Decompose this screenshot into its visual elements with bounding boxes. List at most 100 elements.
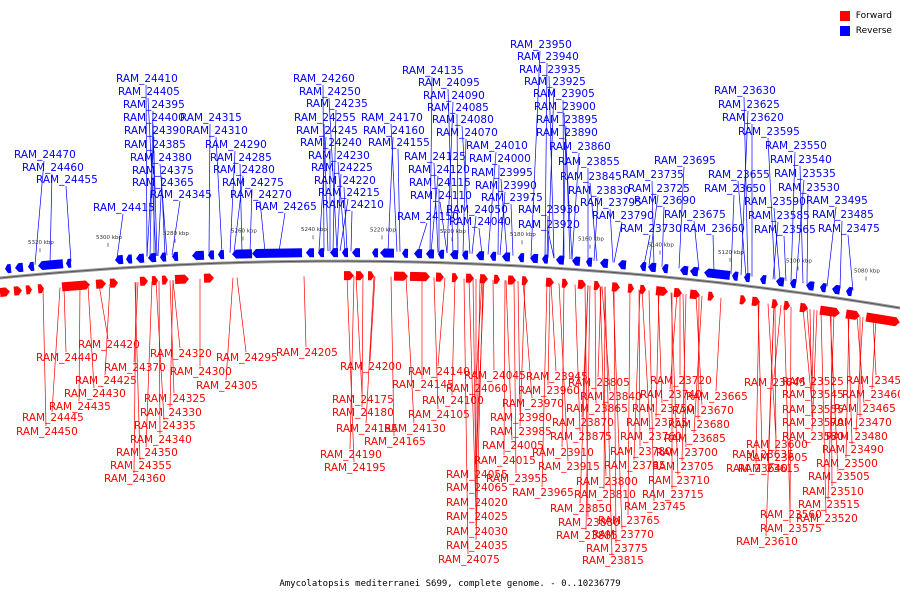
reverse-gene-arrow	[490, 251, 497, 261]
reverse-gene-arrow	[556, 255, 565, 265]
reverse-gene-label: RAM_24215	[318, 187, 380, 199]
label-leader-line	[599, 286, 607, 477]
reverse-gene-label: RAM_23485	[812, 209, 874, 221]
legend-forward: Forward	[839, 8, 892, 23]
forward-gene-label: RAM_23490	[822, 444, 884, 456]
forward-gene-label: RAM_23955	[486, 473, 548, 485]
forward-gene-label: RAM_24435	[49, 401, 111, 413]
reverse-gene-arrow	[744, 272, 751, 283]
forward-gene-label: RAM_23520	[796, 513, 858, 525]
label-leader-line	[613, 287, 617, 544]
forward-gene-label: RAM_24305	[196, 380, 258, 392]
forward-gene-label: RAM_23785	[604, 460, 666, 472]
label-leader-line	[405, 276, 415, 424]
label-leader-line	[790, 151, 796, 282]
label-leader-line	[871, 319, 877, 390]
forward-gene-label: RAM_24060	[446, 383, 508, 395]
label-leader-line	[530, 50, 541, 257]
forward-gene-arrow	[611, 282, 620, 292]
label-leader-line	[643, 234, 651, 266]
forward-gene-arrow	[561, 278, 568, 288]
reverse-gene-arrow	[806, 281, 815, 291]
forward-gene-label: RAM_23945	[526, 371, 588, 383]
forward-gene-label: RAM_23850	[550, 503, 612, 515]
forward-gene-arrow	[845, 309, 860, 320]
label-leader-line	[743, 96, 749, 277]
reverse-gene-label: RAM_24170	[361, 112, 423, 124]
label-leader-line	[229, 150, 236, 253]
forward-gene-label: RAM_23715	[642, 489, 704, 501]
label-leader-line	[827, 312, 835, 500]
label-leader-line	[337, 161, 346, 252]
label-leader-lines	[34, 50, 877, 556]
label-leader-line	[693, 295, 703, 434]
label-leader-line	[233, 175, 244, 253]
label-leader-line	[730, 194, 735, 275]
forward-gene-label: RAM_24185	[336, 423, 398, 435]
reverse-gene-label: RAM_23620	[722, 112, 784, 124]
reverse-gene-label: RAM_24115	[409, 177, 471, 189]
label-leader-line	[461, 125, 471, 254]
label-leader-line	[604, 286, 613, 556]
label-leader-line	[799, 165, 804, 284]
reverse-gene-label: RAM_24460	[22, 162, 84, 174]
label-leader-line	[715, 297, 722, 392]
forward-gene-label: RAM_23980	[490, 412, 552, 424]
label-leader-line	[547, 230, 555, 259]
label-leader-line	[390, 276, 395, 437]
forward-gene-label: RAM_23875	[550, 431, 612, 443]
forward-gene-label: RAM_24320	[150, 348, 212, 360]
forward-gene-label: RAM_24045	[464, 370, 526, 382]
legend-reverse: Reverse	[839, 23, 892, 38]
label-leader-line	[133, 282, 137, 474]
forward-gene-label: RAM_24165	[364, 436, 426, 448]
label-leader-line	[767, 137, 776, 280]
reverse-gene-arrow	[192, 250, 205, 261]
label-leader-line	[627, 288, 631, 516]
strand-legend: Forward Reverse	[839, 8, 892, 38]
reverse-gene-label: RAM_24285	[210, 152, 272, 164]
label-leader-line	[51, 287, 61, 413]
forward-gene-label: RAM_23570	[782, 417, 844, 429]
forward-gene-label: RAM_23910	[532, 447, 594, 459]
forward-gene-label: RAM_23745	[624, 501, 686, 513]
forward-gene-label: RAM_23640	[726, 463, 788, 475]
label-leader-line	[579, 285, 589, 504]
reverse-gene-label: RAM_24160	[363, 125, 425, 137]
label-leader-line	[225, 277, 234, 381]
reverse-gene-arrow	[600, 258, 609, 268]
label-leader-line	[361, 276, 364, 408]
reverse-gene-arrow	[330, 248, 339, 258]
label-leader-line	[789, 306, 792, 524]
label-leader-line	[845, 314, 850, 459]
label-leader-line	[601, 286, 611, 392]
label-leader-line	[34, 160, 45, 265]
forward-gene-arrow	[479, 274, 488, 284]
label-leader-line	[661, 206, 665, 267]
forward-gene-arrow	[174, 274, 189, 285]
forward-gene-arrow	[367, 271, 374, 281]
label-leader-line	[603, 286, 606, 490]
forward-gene-label: RAM_23615	[738, 463, 800, 475]
reverse-gene-label: RAM_24230	[308, 150, 370, 162]
forward-gene-label: RAM_24100	[422, 395, 484, 407]
label-leader-line	[648, 290, 655, 502]
reverse-gene-arrow	[640, 261, 647, 272]
reverse-gene-arrow	[28, 261, 35, 272]
label-leader-line	[471, 215, 477, 254]
reverse-gene-label: RAM_24155	[368, 137, 430, 149]
label-leader-line	[492, 279, 495, 371]
forward-gene-arrow	[707, 291, 714, 301]
reverse-gene-label: RAM_24410	[116, 73, 178, 85]
forward-gene-label: RAM_23505	[808, 471, 870, 483]
label-leader-line	[519, 281, 526, 427]
label-leader-line	[355, 276, 363, 395]
label-leader-line	[550, 282, 557, 372]
reverse-gene-label: RAM_23690	[634, 195, 696, 207]
reverse-gene-label: RAM_24125	[404, 151, 466, 163]
forward-gene-label: RAM_23700	[656, 447, 718, 459]
forward-gene-label: RAM_23805	[568, 377, 630, 389]
forward-gene-label: RAM_23545	[782, 389, 844, 401]
label-leader-line	[584, 285, 589, 518]
forward-gene-arrow	[799, 302, 808, 313]
